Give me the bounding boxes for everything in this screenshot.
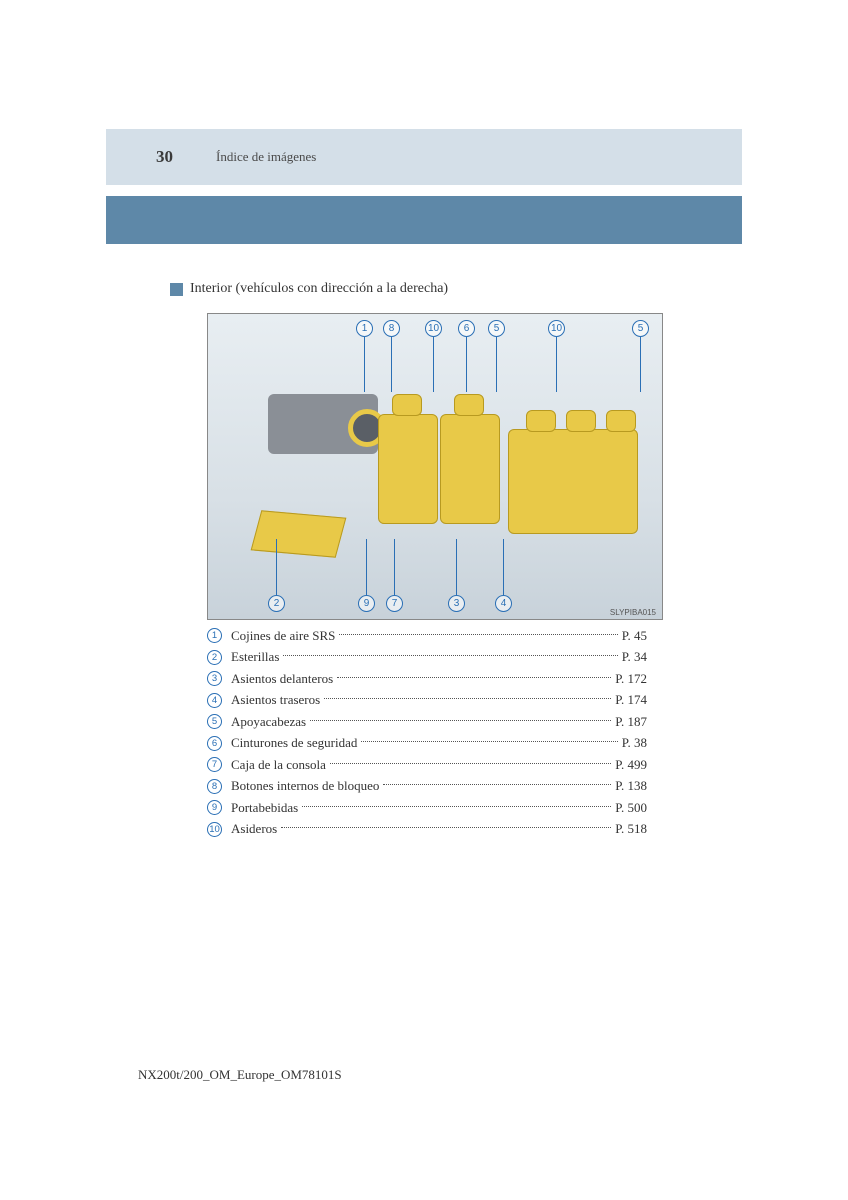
- section-heading: Interior (vehículos con dirección a la d…: [170, 281, 448, 297]
- list-item: 9 Portabebidas P. 500: [207, 797, 647, 819]
- callout-leader-line: [394, 539, 395, 595]
- callout-leader-line: [433, 337, 434, 392]
- item-number-icon: 3: [207, 671, 222, 686]
- dotted-leader: [281, 827, 611, 828]
- list-item: 3 Asientos delanteros P. 172: [207, 668, 647, 690]
- callout-leader-line: [391, 337, 392, 392]
- page-reference: P. 518: [615, 821, 647, 837]
- item-label: Caja de la consola: [231, 757, 326, 773]
- list-item: 2 Esterillas P. 34: [207, 647, 647, 669]
- callout-leader-line: [556, 337, 557, 392]
- callout-leader-line: [456, 539, 457, 595]
- item-number-icon: 5: [207, 714, 222, 729]
- headrest-shape: [606, 410, 636, 432]
- callout-number-icon: 2: [268, 595, 285, 612]
- callout-number-icon: 7: [386, 595, 403, 612]
- list-item: 1 Cojines de aire SRS P. 45: [207, 625, 647, 647]
- callout-leader-line: [496, 337, 497, 392]
- page-reference: P. 500: [615, 800, 647, 816]
- dotted-leader: [302, 806, 611, 807]
- page-reference: P. 45: [622, 628, 647, 644]
- accent-bar: [106, 196, 742, 244]
- headrest-shape: [454, 394, 484, 416]
- item-label: Botones internos de bloqueo: [231, 778, 379, 794]
- dotted-leader: [339, 634, 617, 635]
- page-reference: P. 172: [615, 671, 647, 687]
- page-number: 30: [156, 147, 196, 167]
- callout-leader-line: [366, 539, 367, 595]
- item-number-icon: 9: [207, 800, 222, 815]
- list-item: 5 Apoyacabezas P. 187: [207, 711, 647, 733]
- item-number-icon: 6: [207, 736, 222, 751]
- list-item: 8 Botones internos de bloqueo P. 138: [207, 776, 647, 798]
- item-label: Cinturones de seguridad: [231, 735, 357, 751]
- section-title: Interior (vehículos con dirección a la d…: [190, 281, 448, 297]
- page-reference: P. 187: [615, 714, 647, 730]
- callout-leader-line: [466, 337, 467, 392]
- item-label: Portabebidas: [231, 800, 298, 816]
- list-item: 7 Caja de la consola P. 499: [207, 754, 647, 776]
- rear-seat-shape: [508, 429, 638, 534]
- callout-number-icon: 8: [383, 320, 400, 337]
- item-number-icon: 10: [207, 822, 222, 837]
- page-header: 30 Índice de imágenes: [106, 129, 742, 185]
- dotted-leader: [361, 741, 617, 742]
- header-section-title: Índice de imágenes: [216, 149, 316, 165]
- reference-list: 1 Cojines de aire SRS P. 45 2 Esterillas P. 3…: [207, 625, 647, 840]
- dotted-leader: [310, 720, 611, 721]
- callout-number-icon: 5: [488, 320, 505, 337]
- item-number-icon: 2: [207, 650, 222, 665]
- item-number-icon: 7: [207, 757, 222, 772]
- callout-number-icon: 1: [356, 320, 373, 337]
- item-number-icon: 8: [207, 779, 222, 794]
- item-label: Esterillas: [231, 649, 279, 665]
- list-item: 10 Asideros P. 518: [207, 819, 647, 841]
- dotted-leader: [330, 763, 611, 764]
- dotted-leader: [337, 677, 611, 678]
- page-reference: P. 138: [615, 778, 647, 794]
- callout-number-icon: 10: [548, 320, 565, 337]
- document-footer: NX200t/200_OM_Europe_OM78101S: [138, 1067, 342, 1083]
- front-seat-shape: [440, 414, 500, 524]
- headrest-shape: [566, 410, 596, 432]
- callout-leader-line: [503, 539, 504, 595]
- headrest-shape: [392, 394, 422, 416]
- callout-number-icon: 4: [495, 595, 512, 612]
- item-number-icon: 1: [207, 628, 222, 643]
- interior-diagram: 181065105 29734 SLYPIBA015: [207, 313, 663, 620]
- callout-number-icon: 10: [425, 320, 442, 337]
- callout-number-icon: 3: [448, 595, 465, 612]
- dotted-leader: [283, 655, 617, 656]
- item-number-icon: 4: [207, 693, 222, 708]
- item-label: Asientos traseros: [231, 692, 320, 708]
- page-reference: P. 38: [622, 735, 647, 751]
- list-item: 6 Cinturones de seguridad P. 38: [207, 733, 647, 755]
- square-marker-icon: [170, 283, 183, 296]
- callout-leader-line: [276, 539, 277, 595]
- page-reference: P. 174: [615, 692, 647, 708]
- item-label: Asideros: [231, 821, 277, 837]
- floor-mat-shape: [251, 510, 347, 557]
- callout-leader-line: [640, 337, 641, 392]
- headrest-shape: [526, 410, 556, 432]
- callout-number-icon: 6: [458, 320, 475, 337]
- page-reference: P. 499: [615, 757, 647, 773]
- front-seat-shape: [378, 414, 438, 524]
- callout-leader-line: [364, 337, 365, 392]
- diagram-code: SLYPIBA015: [610, 608, 656, 617]
- list-item: 4 Asientos traseros P. 174: [207, 690, 647, 712]
- callout-number-icon: 5: [632, 320, 649, 337]
- dotted-leader: [383, 784, 611, 785]
- callout-number-icon: 9: [358, 595, 375, 612]
- item-label: Apoyacabezas: [231, 714, 306, 730]
- page-reference: P. 34: [622, 649, 647, 665]
- dotted-leader: [324, 698, 611, 699]
- item-label: Cojines de aire SRS: [231, 628, 335, 644]
- item-label: Asientos delanteros: [231, 671, 333, 687]
